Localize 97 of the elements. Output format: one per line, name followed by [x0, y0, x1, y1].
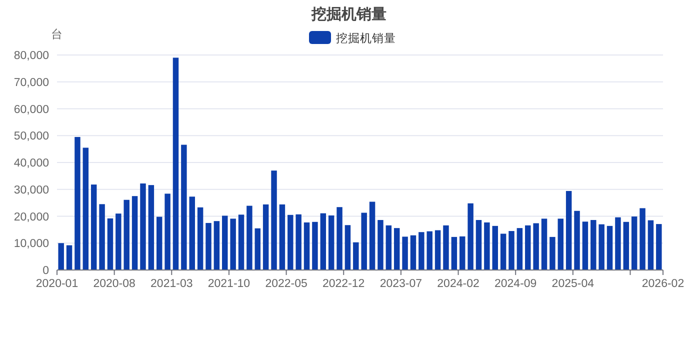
bar [206, 222, 212, 270]
bar [386, 225, 392, 270]
chart-title: 挖掘机销量 [310, 6, 386, 23]
bar [484, 222, 490, 270]
bar [476, 220, 482, 270]
bar [66, 245, 72, 270]
bar [148, 185, 154, 270]
bar [516, 228, 523, 270]
bar [460, 236, 466, 270]
bar [344, 225, 351, 270]
bar [107, 218, 114, 270]
bar [631, 216, 638, 270]
bar [222, 216, 228, 270]
bar [443, 225, 449, 270]
bar [254, 228, 260, 270]
bar [451, 236, 458, 270]
bar [82, 148, 89, 270]
y-tick-label: 0 [42, 265, 49, 277]
bar [164, 194, 170, 270]
bar [90, 184, 97, 270]
y-tick-label: 40,000 [14, 158, 49, 170]
bar [58, 243, 64, 270]
bar [156, 216, 162, 270]
bar [353, 242, 359, 270]
bar [574, 210, 580, 270]
bar [189, 196, 195, 270]
bar [648, 220, 654, 270]
x-tick-label: 2022-05 [265, 278, 308, 290]
x-tick-label: 2026-02 [642, 278, 684, 290]
y-axis-title: 台 [51, 28, 63, 41]
bar [410, 235, 416, 270]
y-tick-label: 10,000 [14, 238, 49, 250]
bar [640, 208, 646, 270]
legend-label: 挖掘机销量 [336, 32, 396, 45]
y-tick-label: 50,000 [14, 130, 49, 143]
x-tick-label: 2021-10 [208, 278, 250, 290]
bar [656, 224, 662, 270]
bar [492, 226, 498, 270]
bar [99, 204, 105, 270]
bar [434, 230, 441, 270]
x-tick-label: 2020-08 [93, 278, 136, 290]
bar [468, 203, 474, 270]
bar [615, 217, 621, 270]
bar [550, 236, 556, 270]
bar [541, 218, 548, 270]
y-tick-label: 60,000 [14, 104, 49, 116]
bar [426, 231, 432, 270]
bar [181, 144, 187, 270]
bar [238, 214, 244, 270]
bar [214, 221, 220, 270]
x-tick-label: 2024-09 [494, 278, 537, 290]
bar [582, 222, 588, 270]
bar [378, 220, 384, 270]
y-tick-label: 30,000 [14, 184, 49, 196]
bar [124, 200, 130, 270]
y-tick-label: 70,000 [14, 76, 49, 89]
bar [558, 218, 564, 270]
bar [74, 136, 80, 270]
bar [320, 213, 326, 270]
bar [525, 225, 531, 270]
bar [418, 232, 424, 270]
bar [566, 190, 572, 270]
bar [402, 236, 408, 270]
bar [246, 206, 252, 270]
bar [623, 222, 630, 270]
bar [288, 214, 294, 270]
bar [533, 223, 539, 270]
x-tick-label: 2025-04 [552, 278, 595, 290]
bar [116, 214, 122, 270]
bar [197, 207, 204, 270]
bar [369, 202, 376, 270]
bar [336, 207, 342, 270]
x-tick-label: 2020-01 [36, 278, 78, 290]
bar [279, 204, 286, 270]
bar [361, 212, 367, 270]
bar [296, 214, 302, 270]
bar [230, 218, 236, 270]
bar [508, 231, 514, 270]
y-tick-label: 80,000 [14, 50, 49, 62]
x-tick-label: 2024-02 [437, 278, 480, 290]
bar [140, 183, 146, 270]
bar [590, 220, 596, 270]
bar [132, 196, 138, 270]
bar [172, 58, 179, 270]
bar [262, 204, 269, 270]
bar [500, 234, 506, 270]
bar [304, 222, 310, 270]
x-tick-label: 2022-12 [322, 278, 365, 290]
bar [312, 222, 318, 270]
x-tick-label: 2023-07 [380, 278, 422, 290]
bar [328, 215, 334, 270]
bar [271, 170, 277, 270]
bar [394, 228, 400, 270]
y-tick-label: 20,000 [14, 211, 49, 224]
x-tick-label: 2021-03 [150, 278, 193, 290]
bar [598, 224, 604, 270]
bar [606, 226, 613, 270]
